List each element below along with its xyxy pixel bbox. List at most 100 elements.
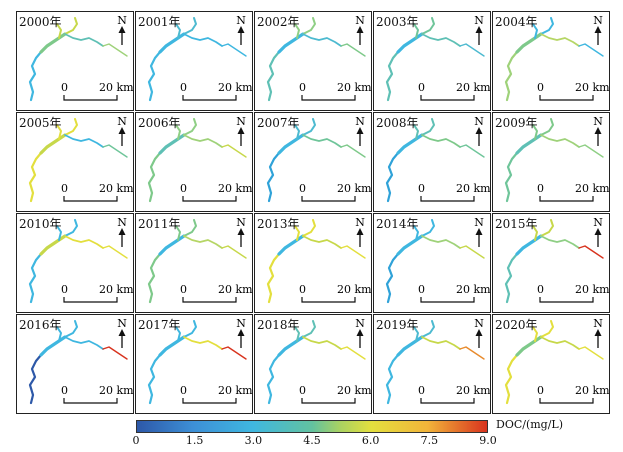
river-map: [28, 17, 128, 102]
scale-zero: 0: [61, 182, 68, 195]
scale-distance: 20 km: [218, 283, 253, 296]
north-arrow-icon: N: [116, 317, 128, 349]
scale-line: [420, 196, 475, 202]
river-segment: [28, 353, 43, 405]
river-map: [504, 219, 604, 304]
arrow-up-icon: [118, 228, 126, 247]
scale-bar: 0 20 km: [535, 384, 610, 408]
scale-bar: 0 20 km: [535, 283, 610, 307]
scale-bar: 0 20 km: [297, 283, 372, 307]
map-panel: 2010年 N 0 20 km: [16, 213, 134, 313]
north-arrow-icon: N: [235, 14, 247, 46]
scale-distance: 20 km: [456, 384, 491, 397]
river-segment: [39, 234, 67, 256]
north-label: N: [355, 115, 365, 128]
scale-line: [301, 398, 356, 404]
north-label: N: [593, 14, 603, 27]
year-label: 2011年: [138, 217, 181, 231]
map-panel: 2009年 N 0 20 km: [492, 112, 610, 212]
map-panel: 2007年 N 0 20 km: [254, 112, 372, 212]
river-segment: [277, 32, 305, 54]
legend-tick: 6.0: [361, 434, 380, 447]
north-label: N: [117, 317, 127, 330]
river-map: [147, 320, 247, 405]
map-panel: 2013年 N 0 20 km: [254, 213, 372, 313]
north-label: N: [117, 115, 127, 128]
river-map: [504, 17, 604, 102]
scale-line: [182, 196, 237, 202]
year-label: 2002年: [257, 15, 300, 29]
river-segment: [302, 235, 342, 249]
river-segment: [578, 43, 604, 57]
river-segment: [147, 252, 162, 304]
north-label: N: [593, 317, 603, 330]
river-segment: [515, 133, 543, 155]
river-segment: [28, 252, 43, 304]
scale-bar: 0 20 km: [59, 81, 134, 105]
river-segment: [102, 144, 128, 158]
scale-zero: 0: [537, 81, 544, 94]
north-arrow-icon: N: [354, 317, 366, 349]
river-segment: [396, 234, 424, 256]
river-segment: [578, 245, 604, 259]
scale-distance: 20 km: [575, 81, 610, 94]
scale-bar: 0 20 km: [59, 283, 134, 307]
year-label: 2018年: [257, 318, 300, 332]
river-segment: [421, 235, 461, 249]
river-map: [385, 219, 485, 304]
scale-line: [420, 297, 475, 303]
river-map: [504, 320, 604, 405]
river-segment: [266, 353, 281, 405]
year-label: 2006年: [138, 116, 181, 130]
river-segment: [175, 320, 197, 342]
year-label: 2019年: [376, 318, 419, 332]
river-segment: [28, 50, 43, 102]
scale-line: [63, 297, 118, 303]
river-map: [385, 17, 485, 102]
river-segment: [459, 245, 485, 259]
river-segment: [421, 134, 461, 148]
arrow-up-icon: [475, 228, 483, 247]
river-segment: [266, 151, 281, 203]
scale-line: [539, 297, 594, 303]
map-panel: 2003年 N 0 20 km: [373, 11, 491, 111]
river-segment: [277, 234, 305, 256]
river-segment: [294, 118, 316, 140]
river-segment: [221, 43, 247, 57]
scale-line: [182, 297, 237, 303]
river-segment: [413, 17, 435, 39]
north-label: N: [236, 317, 246, 330]
river-map: [385, 118, 485, 203]
river-map: [28, 219, 128, 304]
river-segment: [532, 17, 554, 39]
legend-tick: 3.0: [244, 434, 263, 447]
scale-distance: 20 km: [456, 81, 491, 94]
scale-zero: 0: [418, 81, 425, 94]
map-panel: 2016年 N 0 20 km: [16, 314, 134, 414]
scale-distance: 20 km: [337, 384, 372, 397]
river-segment: [147, 50, 162, 102]
scale-zero: 0: [418, 182, 425, 195]
north-arrow-icon: N: [354, 115, 366, 147]
year-label: 2008年: [376, 116, 419, 130]
scale-line: [182, 95, 237, 101]
scale-zero: 0: [299, 81, 306, 94]
north-arrow-icon: N: [235, 216, 247, 248]
river-segment: [294, 17, 316, 39]
arrow-up-icon: [118, 329, 126, 348]
river-segment: [385, 50, 400, 102]
year-label: 2013年: [257, 217, 300, 231]
north-arrow-icon: N: [592, 216, 604, 248]
river-segment: [302, 134, 342, 148]
scale-distance: 20 km: [575, 182, 610, 195]
map-panel: 2001年 N 0 20 km: [135, 11, 253, 111]
north-label: N: [236, 216, 246, 229]
river-segment: [515, 32, 543, 54]
scale-bar: 0 20 km: [535, 182, 610, 206]
scale-line: [63, 95, 118, 101]
river-segment: [221, 346, 247, 360]
scale-bar: 0 20 km: [59, 384, 134, 408]
scale-bar: 0 20 km: [178, 283, 253, 307]
north-label: N: [474, 317, 484, 330]
river-segment: [277, 335, 305, 357]
